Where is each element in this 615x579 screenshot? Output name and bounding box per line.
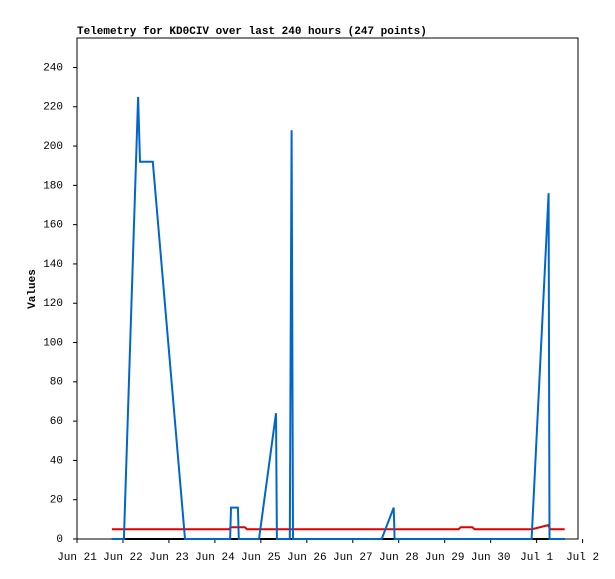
y-tick-label: 180 [43, 180, 63, 192]
y-tick-label: 0 [56, 534, 63, 546]
y-tick-label: 160 [43, 220, 63, 232]
x-tick-label: Jun 22 [103, 552, 143, 564]
y-tick-label: 20 [50, 495, 63, 507]
y-tick-label: 220 [43, 102, 63, 114]
y-tick-label: 240 [43, 62, 63, 74]
y-axis-label: Values [27, 269, 39, 309]
x-tick-label: Jun 30 [471, 552, 511, 564]
x-tick-label: Jul 2 [566, 552, 599, 564]
y-tick-label: 60 [50, 416, 63, 428]
x-tick-label: Jun 21 [57, 552, 97, 564]
series-line [111, 96, 565, 540]
x-tick-label: Jun 27 [333, 552, 373, 564]
y-tick-label: 80 [50, 377, 63, 389]
y-tick-label: 40 [50, 455, 63, 467]
y-tick-label: 200 [43, 141, 63, 153]
y-tick-label: 140 [43, 259, 63, 271]
x-tick-label: Jun 26 [287, 552, 327, 564]
x-tick-label: Jun 25 [241, 552, 281, 564]
x-tick-label: Jun 29 [425, 552, 465, 564]
y-tick-label: 100 [43, 337, 63, 349]
x-tick-label: Jun 28 [379, 552, 419, 564]
x-tick-label: Jul 1 [520, 552, 553, 564]
x-tick-label: Jun 24 [195, 552, 235, 564]
x-tick-label: Jun 23 [149, 552, 189, 564]
y-tick-label: 120 [43, 298, 63, 310]
chart-title: Telemetry for KD0CIV over last 240 hours… [77, 26, 427, 38]
